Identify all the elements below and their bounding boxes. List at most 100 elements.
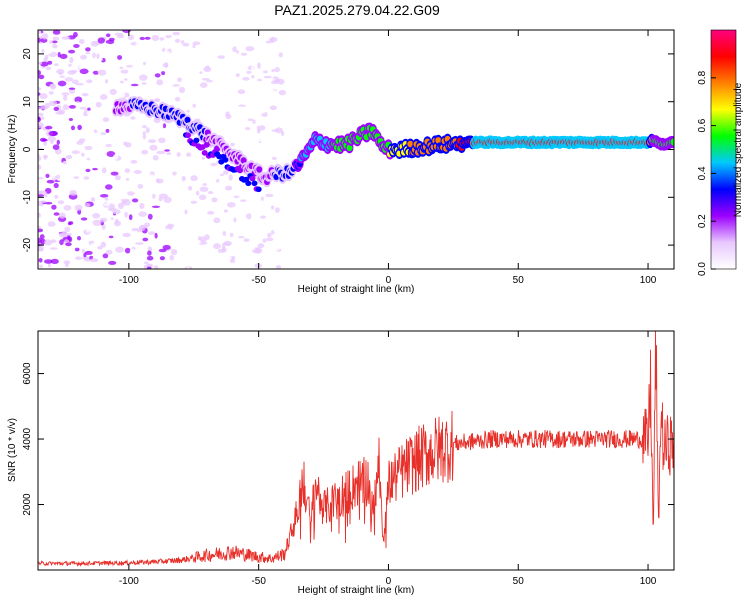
spectrogram-noise-blob xyxy=(186,266,190,269)
spectrogram-noise-blob xyxy=(45,125,53,130)
spectrogram-noise-blob xyxy=(75,82,84,86)
spectrogram-noise-blob xyxy=(48,100,58,107)
spectrogram-noise-blob xyxy=(240,199,247,202)
spectrogram-noise-blob xyxy=(235,73,240,78)
spectrogram-noise-blob xyxy=(45,201,53,205)
spectrogram-noise-blob xyxy=(38,107,43,110)
spectrogram-noise-blob xyxy=(278,89,287,96)
spectrogram-noise-blob xyxy=(207,191,214,195)
spectrogram-ridge-point xyxy=(346,144,353,152)
spectrogram-noise-blob xyxy=(112,67,117,72)
spectrogram-noise-blob xyxy=(178,86,186,94)
spectrogram-noise-blob xyxy=(68,87,76,90)
spectrogram-noise-blob xyxy=(114,175,121,181)
spectrogram-noise-blob xyxy=(242,205,248,209)
spectrogram-noise-blob xyxy=(261,89,271,95)
spectrogram-noise-blob xyxy=(65,154,73,160)
spectrogram-noise-blob xyxy=(113,154,119,160)
spectrogram-noise-blob xyxy=(108,260,117,265)
spectrogram-noise-blob xyxy=(61,92,70,96)
spectrogram-noise-blob xyxy=(79,68,89,75)
snr-x-tick-label: 100 xyxy=(640,576,657,587)
spectrogram-noise-blob xyxy=(135,242,144,245)
spectrogram-noise-blob xyxy=(97,245,103,250)
spectrogram-noise-blob xyxy=(50,258,59,264)
spectrogram-noise-blob xyxy=(38,143,41,146)
spectrogram-noise-blob xyxy=(281,222,286,227)
spectrogram-noise-blob xyxy=(90,243,96,248)
spectrogram-noise-blob xyxy=(62,139,70,143)
spectrogram-noise-blob xyxy=(207,210,215,215)
spectrogram-noise-blob xyxy=(135,40,143,47)
spectrogram-noise-blob xyxy=(38,194,44,197)
spectrogram-noise-blob xyxy=(62,104,70,111)
spectrogram-noise-blob xyxy=(236,188,240,195)
spectrogram-x-tick-label: 100 xyxy=(640,275,657,286)
spectrogram-noise-blob xyxy=(151,34,160,42)
spectrogram-noise-blob xyxy=(119,66,124,70)
spectrogram-noise-blob xyxy=(57,163,63,169)
spectrogram-noise-blob xyxy=(144,36,151,40)
spectrogram-noise-blob xyxy=(208,231,213,236)
spectrogram-noise-blob xyxy=(191,235,196,238)
spectrogram-branch-point xyxy=(245,180,252,187)
colorbar-label: Normalized spectral amplitude xyxy=(733,82,744,217)
spectrogram-noise-blob xyxy=(157,43,165,50)
spectrogram-noise-blob xyxy=(164,228,172,234)
spectrogram-noise-blob xyxy=(100,194,109,198)
spectrogram-noise-blob xyxy=(92,219,102,226)
spectrogram-noise-blob xyxy=(87,107,91,111)
spectrogram-noise-blob xyxy=(269,105,277,111)
spectrogram-noise-blob xyxy=(251,192,260,197)
colorbar-gradient xyxy=(710,29,737,270)
spectrogram-noise-blob xyxy=(142,133,147,140)
spectrogram-noise-blob xyxy=(45,173,50,178)
spectrogram-noise-blob xyxy=(69,56,74,64)
spectrogram-noise-blob xyxy=(74,96,83,103)
spectrogram-noise-blob xyxy=(260,215,266,219)
spectrogram-noise-blob xyxy=(51,40,58,44)
spectrogram-noise-blob xyxy=(208,101,217,109)
spectrogram-noise-blob xyxy=(92,213,101,219)
spectrogram-noise-blob xyxy=(180,40,185,44)
spectrogram-noise-blob xyxy=(114,32,124,36)
spectrogram-noise-blob xyxy=(84,203,91,208)
spectrogram-noise-blob xyxy=(257,122,262,126)
spectrogram-noise-blob xyxy=(275,127,283,134)
spectrogram-noise-blob xyxy=(38,225,41,229)
spectrogram-noise-blob xyxy=(56,68,65,75)
spectrogram-ridge-point xyxy=(240,157,247,164)
spectrogram-noise-blob xyxy=(105,143,112,148)
spectrogram-noise-blob xyxy=(100,241,107,248)
spectrogram-noise-blob xyxy=(201,78,210,81)
spectrogram-noise-blob xyxy=(182,42,190,47)
spectrogram-noise-blob xyxy=(64,77,74,82)
spectrogram-noise-blob xyxy=(139,36,145,41)
spectrogram-noise-blob xyxy=(38,58,43,63)
spectrogram-noise-blob xyxy=(77,120,84,126)
spectrogram-noise-blob xyxy=(238,184,245,189)
spectrogram-noise-blob xyxy=(86,79,93,84)
snr-y-axis-label: SNR (10 * v/v) xyxy=(7,418,18,482)
spectrogram-noise-blob xyxy=(77,236,81,241)
spectrogram-noise-blob xyxy=(59,46,69,53)
spectrogram-noise-blob xyxy=(199,236,207,243)
spectrogram-noise-blob xyxy=(105,128,110,133)
spectrogram-noise-blob xyxy=(66,166,75,172)
spectrogram-noise-blob xyxy=(73,176,80,180)
spectrogram-x-tick-label: 0 xyxy=(386,275,392,286)
spectrogram-noise-blob xyxy=(73,44,80,48)
spectrogram-noise-blob xyxy=(38,70,41,76)
spectrogram-noise-blob xyxy=(153,265,159,269)
spectrogram-noise-blob xyxy=(102,200,111,204)
spectrogram-noise-blob xyxy=(275,207,280,213)
spectrogram-noise-blob xyxy=(55,111,65,115)
spectrogram-noise-blob xyxy=(103,176,109,179)
spectrogram-noise-blob xyxy=(43,155,47,160)
spectrogram-noise-blob xyxy=(163,238,173,243)
spectrogram-noise-blob xyxy=(38,201,43,206)
spectrogram-noise-blob xyxy=(52,43,58,49)
spectrogram-noise-blob xyxy=(221,247,227,253)
spectrogram-noise-blob xyxy=(43,51,52,54)
spectrogram-noise-blob xyxy=(251,223,257,228)
